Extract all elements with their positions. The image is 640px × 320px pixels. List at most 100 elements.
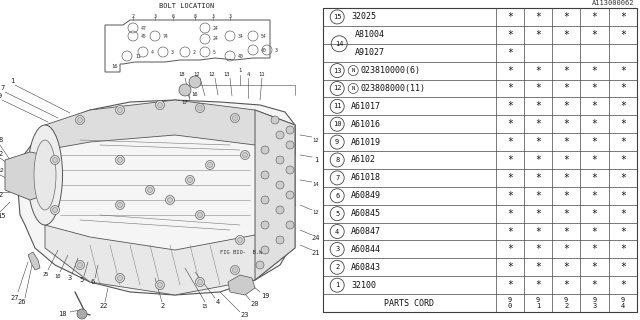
Text: 6: 6 (335, 193, 339, 199)
Circle shape (237, 237, 243, 243)
Text: *: * (620, 262, 626, 272)
Text: *: * (507, 101, 513, 111)
Text: 1: 1 (238, 68, 242, 73)
Circle shape (189, 76, 201, 88)
Text: *: * (535, 227, 541, 236)
Text: 45: 45 (141, 34, 147, 38)
Text: 12: 12 (313, 211, 319, 215)
Text: *: * (507, 155, 513, 165)
Text: A61017: A61017 (351, 102, 381, 111)
Text: *: * (563, 66, 569, 76)
Ellipse shape (28, 125, 63, 225)
Text: 5: 5 (335, 211, 339, 217)
Text: 23: 23 (241, 312, 249, 318)
Text: *: * (507, 173, 513, 183)
Text: *: * (535, 12, 541, 22)
Text: *: * (535, 119, 541, 129)
Text: 19: 19 (260, 293, 269, 299)
Circle shape (145, 186, 154, 195)
Text: 40: 40 (238, 53, 244, 59)
Text: 15: 15 (202, 303, 208, 308)
Polygon shape (5, 152, 45, 200)
Circle shape (286, 191, 294, 199)
Text: *: * (591, 137, 597, 147)
Text: *: * (507, 137, 513, 147)
Text: *: * (620, 155, 626, 165)
Circle shape (186, 175, 195, 185)
Polygon shape (28, 252, 40, 270)
Text: *: * (563, 101, 569, 111)
Text: 21: 21 (312, 250, 320, 256)
Text: *: * (535, 262, 541, 272)
Text: 13: 13 (333, 68, 342, 74)
Circle shape (232, 116, 237, 121)
Text: *: * (620, 66, 626, 76)
Polygon shape (228, 275, 255, 295)
Text: 4: 4 (246, 71, 250, 76)
Circle shape (77, 262, 83, 268)
Text: PARTS CORD: PARTS CORD (385, 299, 435, 308)
Text: 3: 3 (275, 47, 278, 52)
Circle shape (241, 150, 250, 159)
Text: 12: 12 (194, 71, 200, 76)
Circle shape (118, 108, 122, 113)
Text: 8: 8 (0, 137, 3, 143)
Text: *: * (507, 227, 513, 236)
Text: *: * (535, 66, 541, 76)
Text: 9
4: 9 4 (621, 297, 625, 309)
Text: A60847: A60847 (351, 227, 381, 236)
Text: A60845: A60845 (351, 209, 381, 218)
Text: *: * (620, 101, 626, 111)
Polygon shape (18, 100, 295, 295)
Text: *: * (535, 137, 541, 147)
Text: *: * (620, 12, 626, 22)
Text: *: * (535, 173, 541, 183)
Text: 10: 10 (55, 274, 61, 278)
Text: 32025: 32025 (351, 12, 376, 21)
Text: *: * (563, 173, 569, 183)
Text: A61018: A61018 (351, 173, 381, 182)
Text: *: * (507, 48, 513, 58)
Text: 11: 11 (135, 53, 141, 59)
Text: *: * (563, 227, 569, 236)
Text: 2: 2 (0, 151, 3, 157)
Text: *: * (535, 191, 541, 201)
Polygon shape (45, 100, 295, 155)
Text: FIG BIO-  B.W: FIG BIO- B.W (220, 250, 262, 254)
Text: N: N (351, 68, 355, 73)
Circle shape (52, 207, 58, 212)
Circle shape (276, 236, 284, 244)
Text: 26: 26 (18, 299, 26, 305)
Circle shape (52, 157, 58, 163)
Text: *: * (591, 30, 597, 40)
Text: 9: 9 (335, 139, 339, 145)
Text: *: * (591, 262, 597, 272)
Circle shape (261, 221, 269, 229)
Text: *: * (507, 84, 513, 93)
Text: *: * (620, 244, 626, 254)
Circle shape (195, 277, 205, 286)
Text: *: * (563, 119, 569, 129)
Text: 4: 4 (335, 228, 339, 235)
Polygon shape (255, 110, 295, 280)
Text: *: * (591, 191, 597, 201)
Circle shape (195, 211, 205, 220)
Text: 15: 15 (333, 14, 342, 20)
Circle shape (156, 100, 164, 109)
Text: 023808000(11): 023808000(11) (360, 84, 425, 93)
Circle shape (168, 197, 173, 203)
Text: 7: 7 (335, 175, 339, 181)
Text: 2: 2 (335, 264, 339, 270)
Text: *: * (591, 244, 597, 254)
Text: 2: 2 (0, 192, 3, 198)
Text: 24: 24 (213, 26, 219, 30)
Text: 12: 12 (333, 85, 342, 92)
Text: *: * (591, 209, 597, 219)
Text: 2: 2 (132, 14, 134, 20)
Text: 7: 7 (1, 85, 5, 91)
Circle shape (157, 102, 163, 108)
Text: *: * (507, 244, 513, 254)
Text: *: * (535, 280, 541, 290)
Text: A61016: A61016 (351, 120, 381, 129)
Bar (323, 8, 637, 312)
